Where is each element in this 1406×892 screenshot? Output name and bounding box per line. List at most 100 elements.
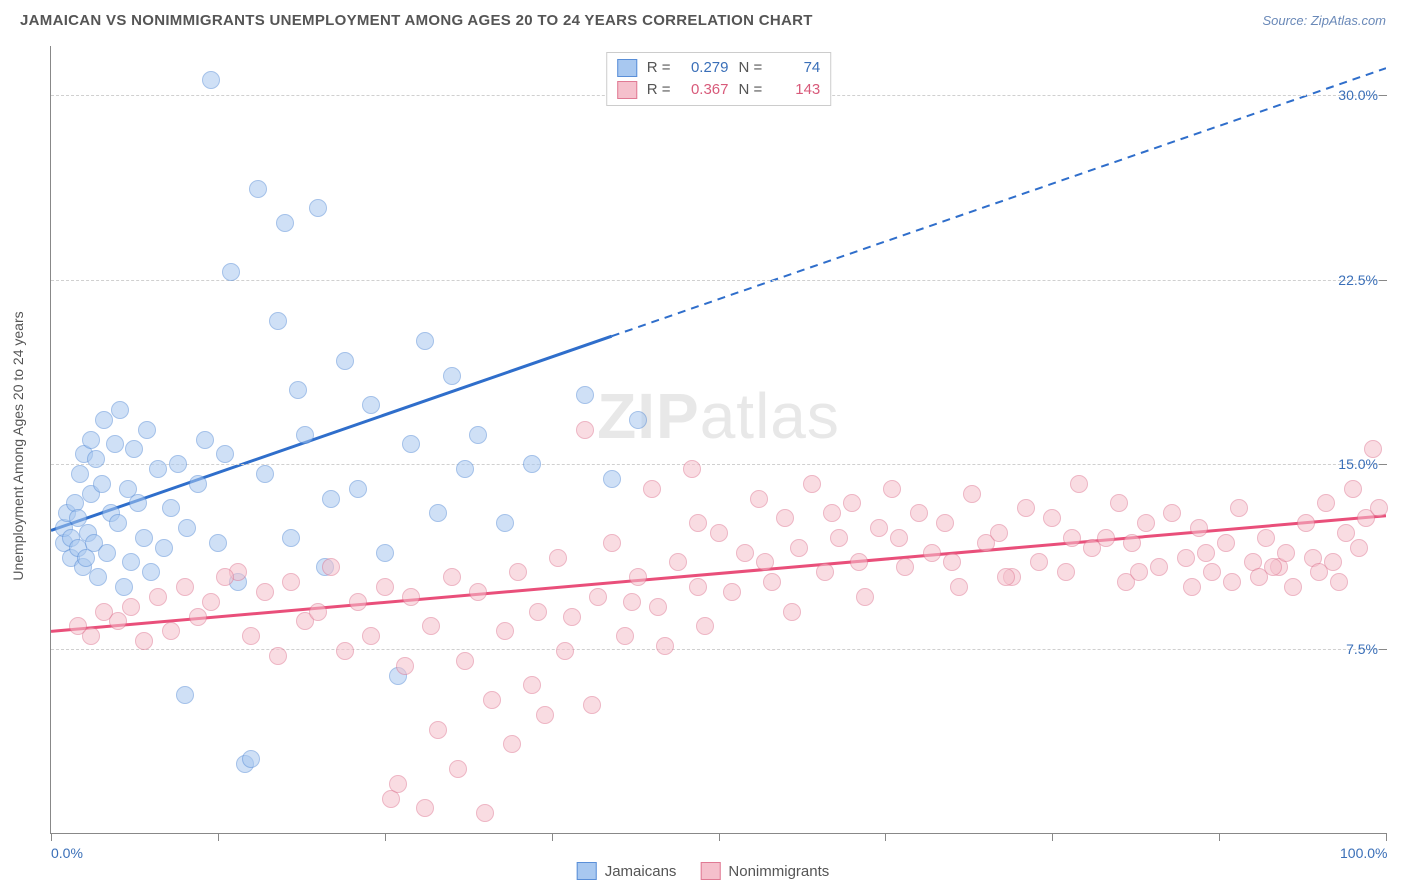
x-tick-mark	[719, 833, 720, 841]
legend-row-nonimmigrants: R = 0.367 N = 143	[617, 79, 821, 101]
data-point	[1043, 509, 1061, 527]
data-point	[623, 593, 641, 611]
chart-title: JAMAICAN VS NONIMMIGRANTS UNEMPLOYMENT A…	[20, 12, 813, 29]
data-point	[1257, 529, 1275, 547]
data-point	[336, 642, 354, 660]
data-point	[456, 460, 474, 478]
data-point	[196, 431, 214, 449]
chart-plot-area: ZIPatlas R = 0.279 N = 74 R = 0.367 N = …	[50, 46, 1386, 834]
data-point	[756, 553, 774, 571]
data-point	[509, 563, 527, 581]
data-point	[98, 544, 116, 562]
data-point	[222, 263, 240, 281]
data-point	[603, 470, 621, 488]
y-tick-label: 30.0%	[1338, 87, 1378, 103]
data-point	[242, 750, 260, 768]
data-point	[1183, 578, 1201, 596]
data-point	[162, 622, 180, 640]
data-point	[689, 578, 707, 596]
source-attribution: Source: ZipAtlas.com	[1262, 13, 1386, 28]
data-point	[710, 524, 728, 542]
data-point	[890, 529, 908, 547]
data-point	[322, 558, 340, 576]
data-point	[850, 553, 868, 571]
data-point	[1137, 514, 1155, 532]
data-point	[129, 494, 147, 512]
data-point	[816, 563, 834, 581]
data-point	[122, 598, 140, 616]
data-point	[256, 465, 274, 483]
data-point	[142, 563, 160, 581]
data-point	[1190, 519, 1208, 537]
data-point	[1344, 480, 1362, 498]
data-point	[429, 504, 447, 522]
data-point	[736, 544, 754, 562]
data-point	[1230, 499, 1248, 517]
data-point	[1123, 534, 1141, 552]
data-point	[1130, 563, 1148, 581]
data-point	[1057, 563, 1075, 581]
x-tick-label: 100.0%	[1340, 845, 1387, 861]
data-point	[656, 637, 674, 655]
data-point	[923, 544, 941, 562]
data-point	[803, 475, 821, 493]
data-point	[349, 593, 367, 611]
data-point	[616, 627, 634, 645]
data-point	[896, 558, 914, 576]
data-point	[149, 460, 167, 478]
data-point	[416, 332, 434, 350]
series-legend: Jamaicans Nonimmigrants	[577, 862, 830, 880]
data-point	[503, 735, 521, 753]
data-point	[823, 504, 841, 522]
data-point	[469, 426, 487, 444]
data-point	[1364, 440, 1382, 458]
data-point	[529, 603, 547, 621]
data-point	[178, 519, 196, 537]
data-point	[576, 386, 594, 404]
data-point	[109, 514, 127, 532]
data-point	[249, 180, 267, 198]
data-point	[1203, 563, 1221, 581]
data-point	[990, 524, 1008, 542]
data-point	[138, 421, 156, 439]
data-point	[336, 352, 354, 370]
data-point	[176, 578, 194, 596]
data-point	[1330, 573, 1348, 591]
data-point	[910, 504, 928, 522]
data-point	[389, 775, 407, 793]
data-point	[549, 549, 567, 567]
data-point	[309, 603, 327, 621]
data-point	[696, 617, 714, 635]
data-point	[683, 460, 701, 478]
data-point	[936, 514, 954, 532]
data-point	[216, 568, 234, 586]
data-point	[1337, 524, 1355, 542]
data-point	[1163, 504, 1181, 522]
swatch-icon	[617, 59, 637, 77]
data-point	[1110, 494, 1128, 512]
data-point	[422, 617, 440, 635]
data-point	[155, 539, 173, 557]
data-point	[189, 608, 207, 626]
data-point	[111, 401, 129, 419]
data-point	[95, 603, 113, 621]
data-point	[523, 455, 541, 473]
data-point	[309, 199, 327, 217]
data-point	[629, 568, 647, 586]
data-point	[269, 312, 287, 330]
x-tick-mark	[885, 833, 886, 841]
data-point	[689, 514, 707, 532]
data-point	[93, 475, 111, 493]
data-point	[1277, 544, 1295, 562]
legend-item-nonimmigrants: Nonimmigrants	[700, 862, 829, 880]
data-point	[416, 799, 434, 817]
data-point	[790, 539, 808, 557]
data-point	[443, 367, 461, 385]
data-point	[1177, 549, 1195, 567]
data-point	[209, 534, 227, 552]
y-axis-label: Unemployment Among Ages 20 to 24 years	[10, 311, 26, 580]
x-tick-mark	[218, 833, 219, 841]
data-point	[162, 499, 180, 517]
data-point	[449, 760, 467, 778]
data-point	[763, 573, 781, 591]
